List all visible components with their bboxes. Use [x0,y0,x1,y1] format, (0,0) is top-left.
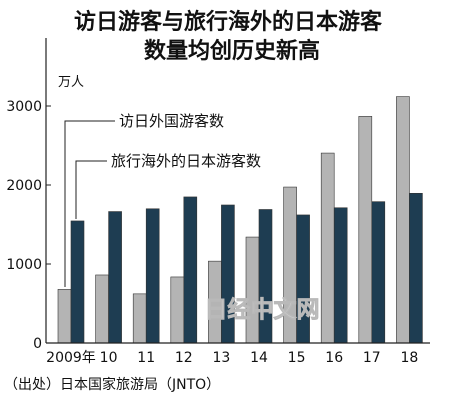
x-tick-label-2: 11 [137,350,155,366]
bar-inbound-8 [358,116,373,344]
x-tick-label-4: 13 [212,350,230,366]
callout-line-inbound [64,120,115,287]
x-tick-label-3: 12 [175,350,193,366]
x-tick-label-6: 15 [288,350,306,366]
bar-inbound-9 [396,96,410,344]
y-tick-label-0: 0 [33,336,42,352]
source-note: （出处）日本国家旅游局（JNTO） [4,376,220,393]
bars [57,96,423,344]
x-axis: 2009年 10 11 12 13 14 15 16 17 18 [46,350,418,366]
y-tick-label-3: 3000 [6,99,42,115]
y-tick-label-2: 2000 [6,178,42,194]
bar-outbound-7 [333,207,348,344]
legend-label-outbound: 旅行海外的日本游客数 [111,152,261,170]
y-axis: 0 1000 2000 3000 [6,99,51,352]
legend-callouts: 访日外国游客数 旅行海外的日本游客数 [64,112,261,287]
bar-outbound-9 [409,192,423,344]
y-tick-label-1: 1000 [6,257,42,273]
bar-inbound-0 [57,289,72,344]
watermark: 日经中文网 [205,296,320,323]
bar-outbound-2 [145,208,160,344]
bar-inbound-7 [320,152,335,344]
x-tick-label-1: 10 [100,350,118,366]
x-tick-label-8: 17 [363,350,381,366]
legend-label-inbound: 访日外国游客数 [119,112,224,130]
callout-line-outbound [75,160,107,219]
bar-outbound-8 [371,201,386,344]
bar-outbound-0 [70,220,85,344]
bar-outbound-1 [108,211,122,344]
x-tick-label-9: 18 [400,350,418,366]
chart-title-line2: 数量均创历史新高 [144,38,320,64]
y-unit-label: 万人 [58,75,84,90]
x-tick-label-7: 16 [325,350,343,366]
bar-inbound-1 [95,274,109,344]
bar-outbound-3 [183,196,198,344]
bar-inbound-5 [245,236,260,344]
bar-inbound-3 [170,276,185,344]
x-tick-label-0: 2009年 [46,350,96,366]
bar-outbound-6 [296,214,310,344]
bar-inbound-2 [132,293,147,344]
x-tick-label-5: 14 [250,350,268,366]
chart-title-line1: 访日游客与旅行海外的日本游客 [74,9,383,35]
